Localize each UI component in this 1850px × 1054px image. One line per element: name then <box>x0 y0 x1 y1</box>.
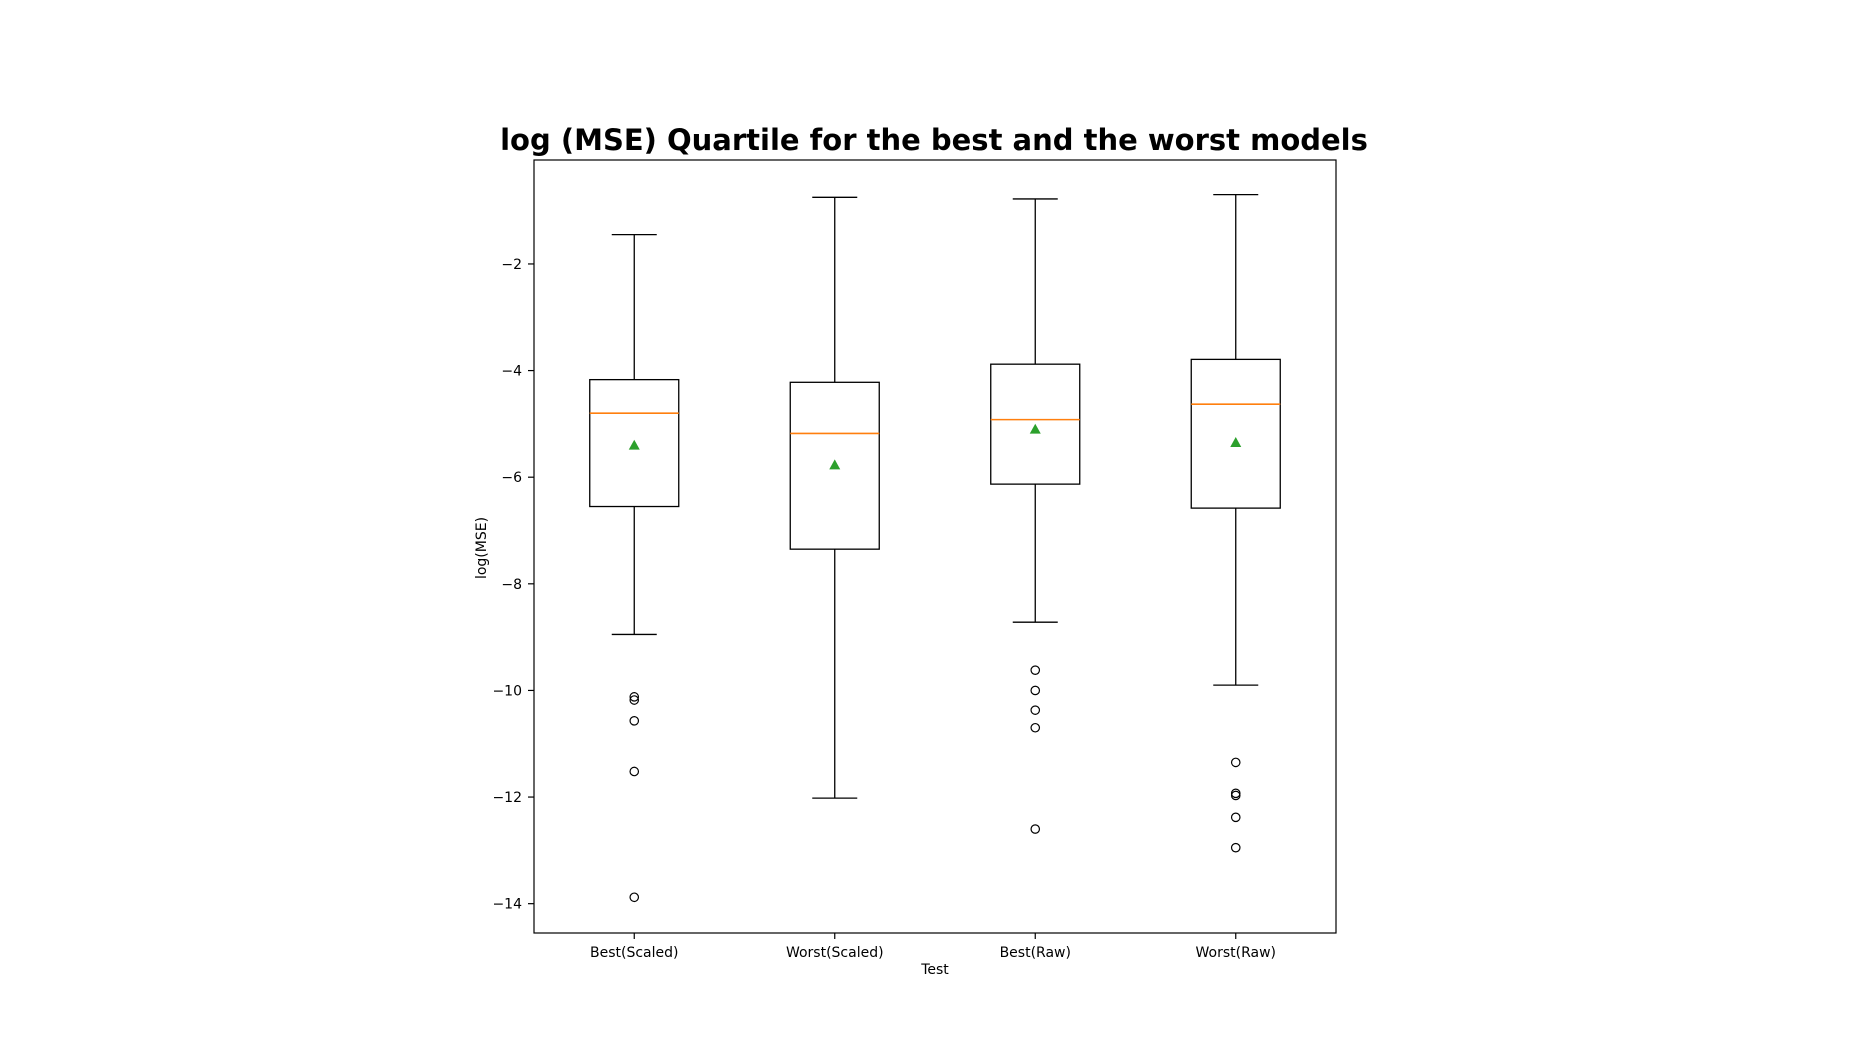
y-tick-label: −12 <box>492 790 522 806</box>
outlier-point <box>629 695 640 705</box>
x-tick-label: Best(Scaled) <box>590 945 678 961</box>
iqr-box <box>789 381 880 550</box>
outlier-point <box>1030 665 1041 675</box>
mean-marker <box>1029 423 1041 434</box>
mean-marker <box>628 439 640 450</box>
x-tick-label: Worst(Raw) <box>1196 945 1277 961</box>
x-axis-label: Test <box>920 962 949 978</box>
outlier-point <box>1230 842 1241 853</box>
outlier-point <box>1030 705 1041 715</box>
iqr-box <box>589 378 680 508</box>
outlier-point <box>1030 685 1041 696</box>
iqr-box <box>990 363 1081 485</box>
y-tick-label: −10 <box>492 683 522 699</box>
outlier-point <box>629 892 640 903</box>
x-tick-label: Worst(Scaled) <box>786 945 884 961</box>
outlier-point <box>1230 790 1241 801</box>
outlier-point <box>629 716 640 726</box>
y-tick-label: −4 <box>501 364 522 380</box>
outlier-point <box>629 766 640 777</box>
outlier-point <box>1230 757 1241 768</box>
x-tick-label: Best(Raw) <box>1000 945 1071 961</box>
mean-marker <box>829 459 841 470</box>
y-tick-label: −8 <box>501 577 522 593</box>
mean-marker <box>1230 437 1242 447</box>
iqr-box <box>1190 358 1281 509</box>
y-tick-label: −2 <box>501 257 522 273</box>
plot-area-frame <box>533 159 1337 934</box>
outlier-point <box>1030 824 1041 834</box>
outlier-point <box>1230 812 1241 823</box>
y-tick-label: −14 <box>492 897 522 913</box>
chart-title: log (MSE) Quartile for the best and the … <box>500 123 1368 157</box>
outlier-point <box>629 692 640 702</box>
y-tick-label: −6 <box>501 470 522 486</box>
y-axis-label: log(MSE) <box>474 517 490 579</box>
outlier-point <box>1030 722 1041 733</box>
